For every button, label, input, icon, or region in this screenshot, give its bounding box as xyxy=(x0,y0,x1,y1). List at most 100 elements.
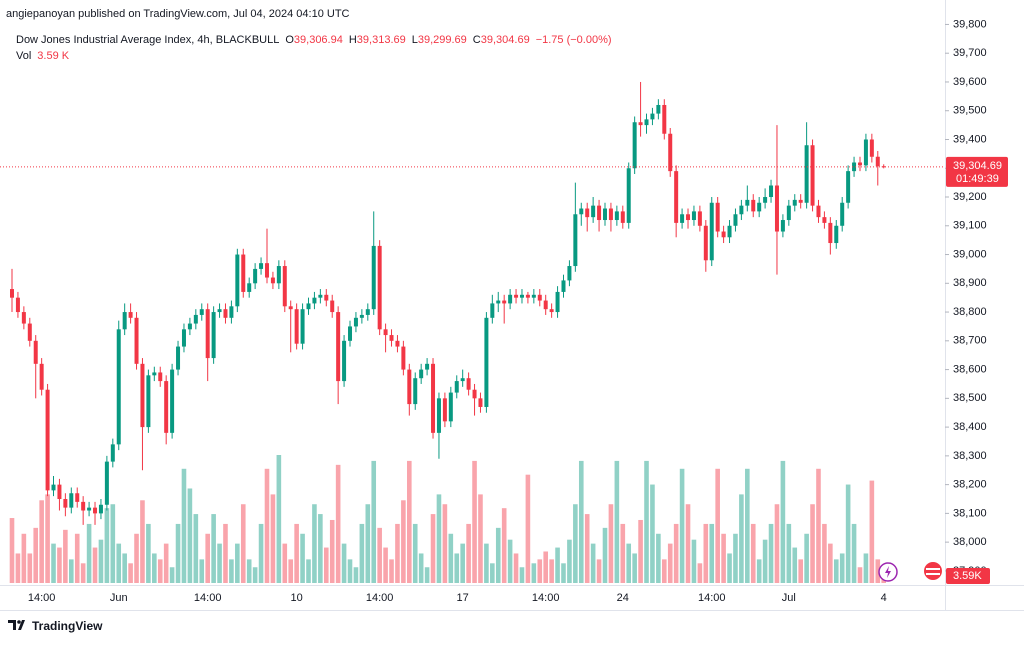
volume-bar xyxy=(590,543,596,583)
volume-bar xyxy=(762,539,768,583)
candle-body xyxy=(21,312,26,324)
low-value: 39,299.69 xyxy=(418,34,467,46)
candle-body xyxy=(656,104,661,114)
candle-body xyxy=(733,214,738,226)
volume-layer xyxy=(9,455,887,583)
candle-body xyxy=(170,369,175,433)
volume-bar xyxy=(673,523,679,583)
volume-bar xyxy=(632,553,637,583)
x-tick-label: 10 xyxy=(291,592,303,604)
candle-body xyxy=(253,268,258,284)
candle-body xyxy=(223,309,228,318)
volume-bar xyxy=(359,523,365,583)
volume-bar xyxy=(792,547,798,583)
volume-bar xyxy=(187,488,193,583)
candle-body xyxy=(371,245,376,310)
candle-body xyxy=(164,381,169,433)
volume-bar xyxy=(721,533,726,583)
symbol: Dow Jones Industrial Average Index, 4h, … xyxy=(16,34,279,46)
volume-bar xyxy=(745,468,750,583)
volume-bar xyxy=(157,559,163,583)
candle-body xyxy=(496,300,501,304)
candle-body xyxy=(324,294,329,301)
volume-bar xyxy=(573,504,578,583)
candle-layer xyxy=(10,81,886,525)
candle-body xyxy=(620,211,625,223)
volume-bar xyxy=(804,533,809,583)
y-tick-label: 38,800 xyxy=(953,306,987,318)
flag-stripe xyxy=(926,573,940,575)
candle-body xyxy=(270,277,275,284)
volume-bar xyxy=(98,539,104,583)
flag-icon[interactable] xyxy=(924,562,942,580)
volume-bar xyxy=(768,523,774,583)
volume-bar xyxy=(484,543,489,583)
candle-body xyxy=(69,493,74,508)
volume-bar xyxy=(163,543,169,583)
candle-body xyxy=(176,346,181,370)
candle-body xyxy=(116,329,121,445)
candle-body xyxy=(81,501,86,511)
candle-body xyxy=(389,335,394,341)
candle-body xyxy=(247,283,252,292)
volume-bar xyxy=(525,474,531,583)
volume-bar xyxy=(596,559,602,583)
candle-body xyxy=(786,205,791,221)
x-tick-label: 14:00 xyxy=(28,592,56,604)
candle-body xyxy=(193,314,198,324)
candle-body xyxy=(745,199,750,206)
footer-brand: TradingView xyxy=(32,619,103,633)
candle-body xyxy=(259,263,264,269)
candle-body xyxy=(881,166,886,168)
volume-bar xyxy=(549,559,554,583)
candle-body xyxy=(508,294,513,304)
volume-bar xyxy=(15,553,21,583)
candle-body xyxy=(87,507,92,511)
candle-body xyxy=(98,504,103,514)
volume-bar xyxy=(175,523,181,583)
candle-body xyxy=(436,398,441,433)
candle-body xyxy=(454,381,459,393)
volume-bar xyxy=(454,553,460,583)
volume-bar xyxy=(650,484,655,583)
candle-body xyxy=(585,208,590,218)
volume-bar xyxy=(638,519,643,583)
volume-bar xyxy=(436,494,442,583)
candle-body xyxy=(531,294,536,298)
candle-body xyxy=(567,266,572,281)
candle-body xyxy=(15,297,20,313)
volume-bar xyxy=(235,543,240,583)
candle-body xyxy=(312,297,317,304)
x-tick-label: 14:00 xyxy=(366,592,394,604)
candle-body xyxy=(282,266,287,307)
volume-bar xyxy=(318,514,323,583)
volume-bar xyxy=(845,484,851,583)
volume-bar xyxy=(727,553,732,583)
flag-stripe xyxy=(926,568,940,570)
candle-body xyxy=(875,156,880,167)
volume-bar xyxy=(217,543,222,583)
volume-bar xyxy=(51,543,56,583)
candle-body xyxy=(425,363,430,370)
candle-body xyxy=(187,323,192,330)
candle-body xyxy=(205,309,210,359)
y-tick-label: 38,200 xyxy=(953,479,987,491)
candle-body xyxy=(697,211,702,226)
volume-axis-label: 3.59K xyxy=(953,570,982,582)
volume-bar xyxy=(181,468,187,583)
candle-body xyxy=(686,214,691,221)
volume-bar xyxy=(122,553,127,583)
candle-body xyxy=(33,340,38,364)
volume-bar xyxy=(798,559,803,583)
candle-body xyxy=(816,205,821,218)
candle-body xyxy=(110,444,115,462)
y-tick-label: 39,700 xyxy=(953,47,987,59)
volume-bar xyxy=(715,468,720,583)
volume-bar xyxy=(223,523,228,583)
candle-body xyxy=(543,300,548,310)
volume-bar xyxy=(608,504,614,583)
open-key: O xyxy=(285,34,294,46)
candle-body xyxy=(472,389,477,399)
volume-bar xyxy=(816,468,821,583)
